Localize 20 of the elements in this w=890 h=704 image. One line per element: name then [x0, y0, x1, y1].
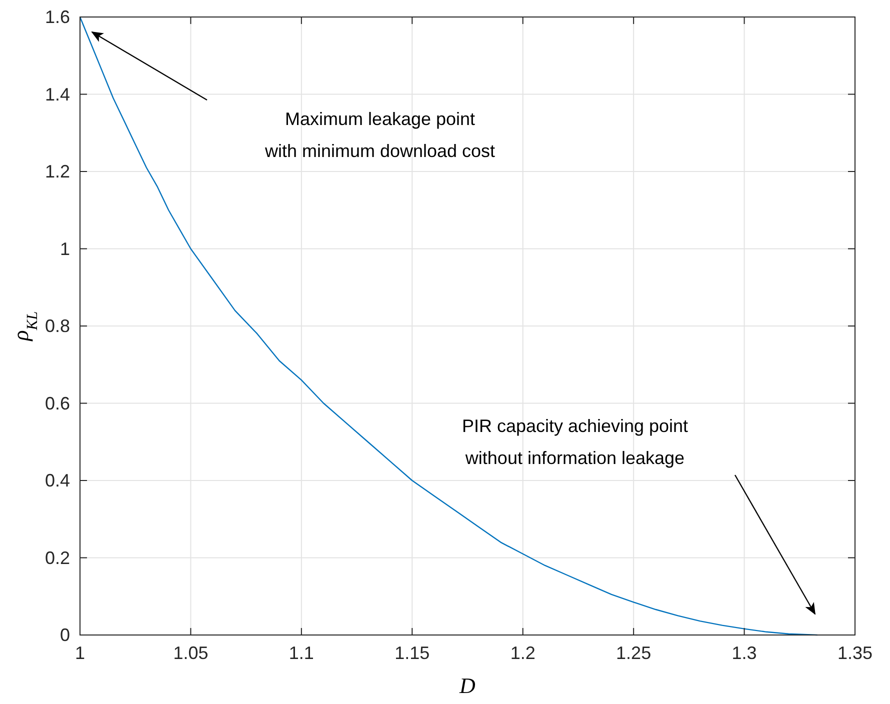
x-tick-label: 1 [74, 643, 86, 663]
annotation: Maximum leakage point with minimum download cost [264, 109, 496, 161]
y-tick-label: 1.2 [44, 162, 70, 182]
y-tick-label: 0.4 [44, 470, 70, 490]
x-tick-label: 1.25 [616, 643, 652, 663]
y-tick-label: 0.6 [44, 393, 70, 414]
x-tick-label: 1.35 [837, 643, 873, 663]
x-tick-label: 1.1 [288, 643, 314, 663]
x-tick-label: 1.2 [510, 643, 536, 663]
y-tick-label: 0.2 [44, 548, 70, 568]
x-axis-title: D [458, 673, 476, 698]
y-tick-label: 1 [60, 238, 70, 259]
y-tick-label: 1.4 [44, 84, 70, 104]
annotation: PIR capacity achieving point without information leakage [462, 416, 688, 468]
y-tick-label: 0 [60, 625, 70, 645]
y-tick-label: 1.6 [44, 7, 70, 27]
x-tick-label: 1.3 [732, 643, 757, 663]
y-tick-label: 0.8 [44, 316, 70, 336]
x-tick-label: 1.15 [394, 643, 430, 663]
x-tick-label: 1.05 [173, 643, 208, 663]
